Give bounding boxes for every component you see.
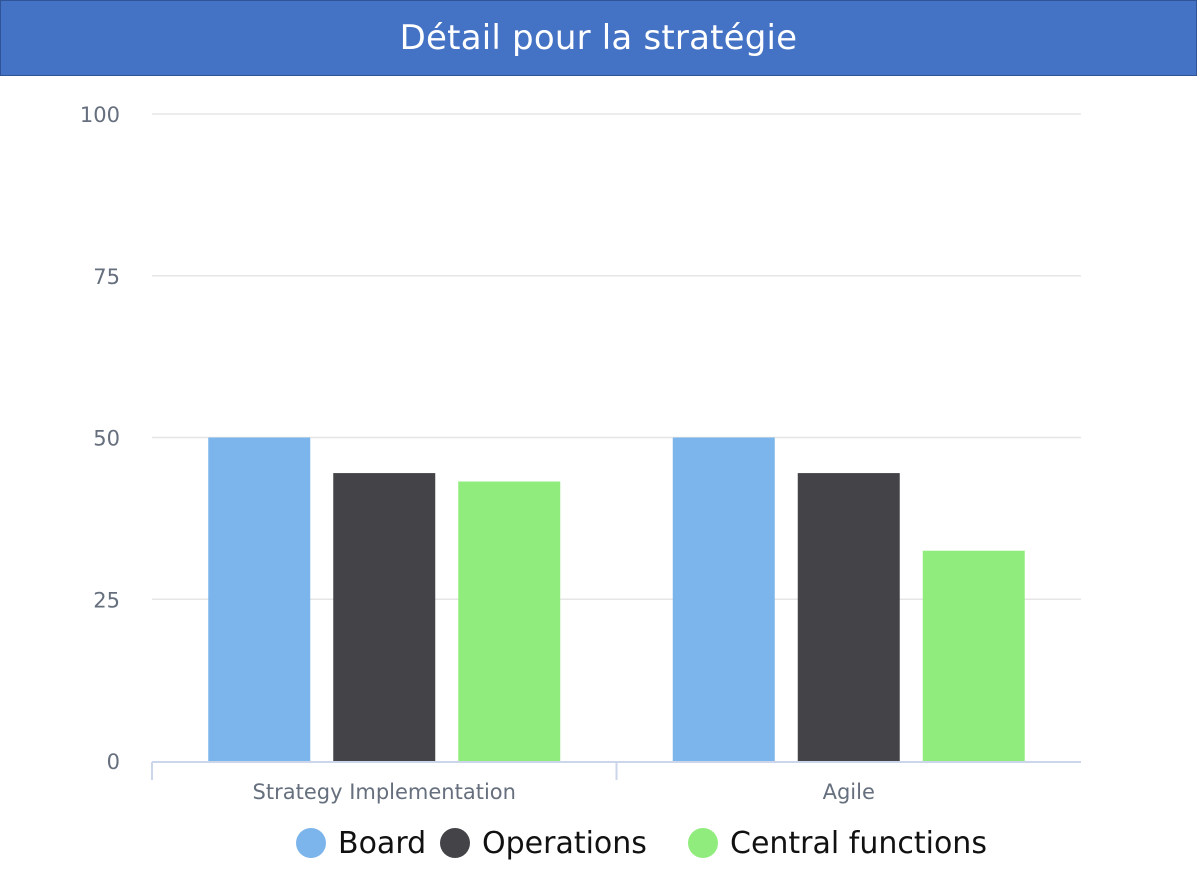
legend-item-board[interactable]: Board: [296, 818, 426, 868]
x-axis: [151, 761, 1081, 780]
y-tick-label-75: 75: [93, 265, 120, 289]
y-tick-label-100: 100: [80, 103, 120, 127]
bars: [208, 437, 1025, 762]
y-tick-label-50: 50: [93, 427, 120, 451]
bar-operations-agile[interactable]: [797, 473, 900, 761]
legend-label-operations: Operations: [482, 825, 647, 861]
bar-operations-strategy-implementation[interactable]: [333, 473, 436, 761]
x-category-label-strategy-implementation: Strategy Implementation: [253, 780, 516, 804]
bar-central-functions-agile[interactable]: [922, 550, 1025, 761]
header-bar: Détail pour la stratégie: [0, 0, 1197, 76]
y-tick-label-0: 0: [107, 750, 120, 774]
operations-circle-icon: [440, 828, 470, 858]
y-tick-label-25: 25: [93, 588, 120, 612]
legend-item-central-functions[interactable]: Central functions: [688, 818, 987, 868]
bar-board-agile[interactable]: [672, 437, 775, 762]
page-title: Détail pour la stratégie: [399, 18, 798, 58]
legend-label-central-functions: Central functions: [730, 825, 987, 861]
x-axis-categories: Strategy Implementation Agile: [253, 780, 875, 804]
central-functions-circle-icon: [688, 828, 718, 858]
y-axis-ticks: 0 25 50 75 100: [80, 103, 120, 774]
x-category-label-agile: Agile: [823, 780, 875, 804]
bar-board-strategy-implementation[interactable]: [208, 437, 311, 762]
legend-item-operations[interactable]: Operations: [440, 818, 647, 868]
legend: Board Operations Central functions: [0, 818, 1200, 868]
board-circle-icon: [296, 828, 326, 858]
legend-label-board: Board: [338, 825, 427, 861]
bar-chart: 0 25 50 75 100 Strategy Implementation Agile: [80, 103, 1081, 804]
bar-central-functions-strategy-implementation[interactable]: [458, 481, 561, 761]
